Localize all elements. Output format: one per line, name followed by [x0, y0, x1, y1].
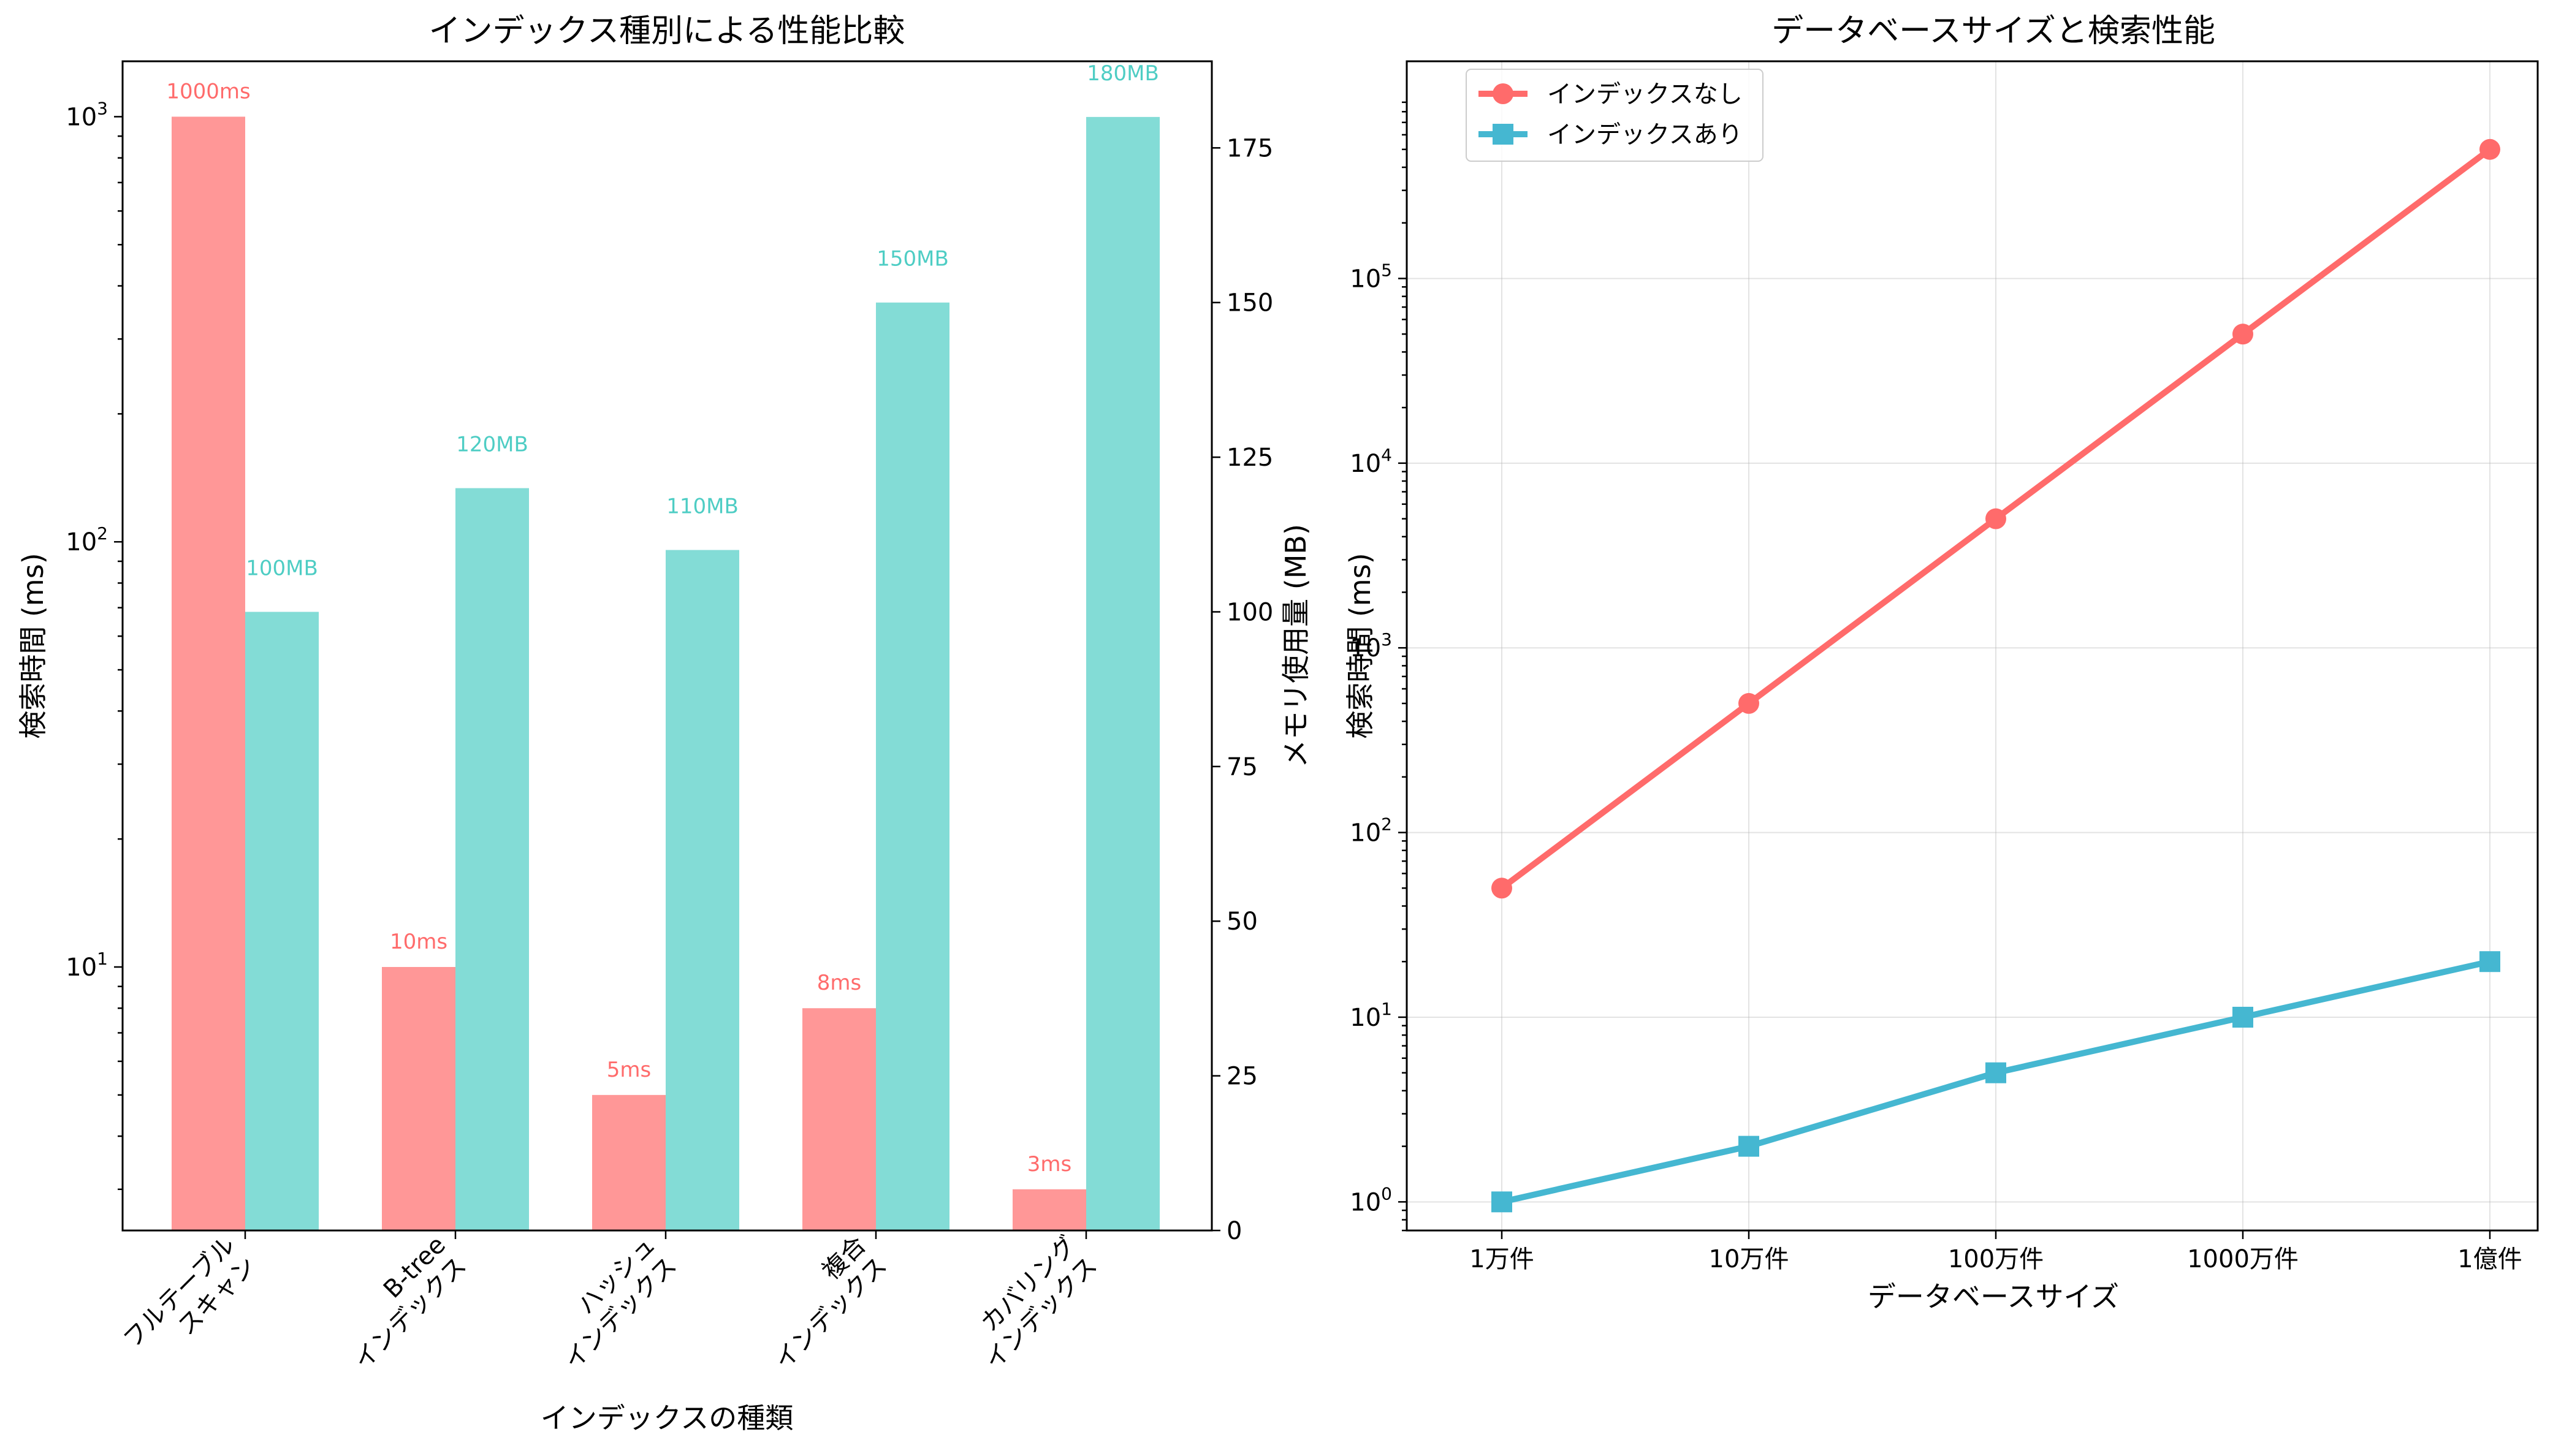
line-x-tick-label: 1億件 — [2457, 1245, 2522, 1273]
bar-memory — [245, 612, 319, 1230]
bar-label-memory: 120MB — [456, 433, 528, 457]
series-point — [1985, 1062, 2006, 1083]
bar-label-search-time: 5ms — [607, 1058, 651, 1082]
bar-label-memory: 110MB — [666, 495, 739, 519]
right-y-tick-label: 0 — [1227, 1217, 1242, 1245]
bar-label-search-time: 8ms — [817, 971, 861, 995]
bar-chart-y2label: メモリ使用量 (MB) — [1279, 524, 1312, 768]
left-y-tick-label: 103 — [66, 98, 108, 131]
line-y-tick-label: 100 — [1350, 1183, 1392, 1216]
line-x-tick-label: 1万件 — [1469, 1245, 1534, 1273]
right-y-tick-label: 125 — [1227, 444, 1273, 472]
line-chart-ylabel: 検索時間 (ms) — [1344, 553, 1377, 738]
series-point — [1985, 508, 2006, 529]
series-point — [1491, 1191, 1512, 1213]
legend-marker — [1493, 124, 1513, 145]
line-chart-title: データベースサイズと検索性能 — [1771, 13, 2215, 50]
bar-memory — [455, 488, 529, 1230]
series-point — [2479, 951, 2500, 973]
right-y-tick-label: 75 — [1227, 753, 1258, 781]
legend-label: インデックスなし — [1547, 80, 1743, 108]
right-y-tick-label: 175 — [1227, 134, 1273, 162]
left-y-tick-label: 102 — [66, 523, 108, 556]
bar-chart-title: インデックス種別による性能比較 — [429, 13, 905, 50]
series-point — [1738, 692, 1759, 714]
bar-label-search-time: 1000ms — [166, 79, 250, 104]
line-x-tick-label: 1000万件 — [2187, 1245, 2299, 1273]
legend-marker — [1493, 83, 1513, 104]
right-y-tick-label: 50 — [1227, 908, 1258, 936]
bar-chart-frame — [121, 60, 1213, 1232]
line-y-tick-label: 101 — [1350, 999, 1392, 1032]
right-y-tick-label: 150 — [1227, 289, 1273, 317]
bar-memory — [666, 550, 739, 1230]
series-point — [1491, 878, 1512, 899]
bar-chart-ylabel: 検索時間 (ms) — [17, 553, 50, 738]
series-point — [2479, 138, 2500, 160]
right-y-tick-label: 25 — [1227, 1063, 1258, 1091]
line-chart-frame — [1406, 60, 2539, 1232]
line-y-tick-label: 102 — [1350, 814, 1392, 847]
bar-label-memory: 100MB — [246, 556, 318, 580]
legend-box — [1466, 69, 1764, 162]
bar-memory — [1086, 116, 1160, 1230]
right-y-tick-label: 100 — [1227, 598, 1273, 626]
bar-memory — [876, 302, 949, 1230]
bar-label-memory: 180MB — [1087, 61, 1159, 86]
line-chart-db-size: 100 101 102 103 104 105 1万件 10万件 100万件 1000万件 1億件… — [1344, 13, 2539, 1313]
series-point — [1738, 1136, 1759, 1157]
bar-label-search-time: 10ms — [390, 930, 447, 954]
bar-search-time — [1013, 1189, 1086, 1230]
left-y-tick-label: 101 — [66, 949, 108, 982]
bar-search-time — [592, 1094, 666, 1230]
bar-search-time — [802, 1008, 876, 1230]
bar-search-time — [172, 116, 245, 1230]
bar-search-time — [382, 966, 455, 1230]
legend-label: インデックスあり — [1547, 121, 1743, 149]
line-y-tick-label: 104 — [1350, 445, 1392, 478]
line-y-tick-label: 105 — [1350, 260, 1392, 293]
bar-label-search-time: 3ms — [1027, 1152, 1071, 1177]
bar-label-memory: 150MB — [877, 247, 949, 271]
bar-chart-xlabel: インデックスの種類 — [541, 1401, 794, 1435]
line-chart-xlabel: データベースサイズ — [1868, 1280, 2119, 1313]
series-point — [2232, 324, 2253, 345]
line-y-tick-label: 103 — [1350, 629, 1392, 662]
line-x-tick-label: 10万件 — [1709, 1245, 1789, 1273]
series-point — [2232, 1006, 2253, 1028]
line-x-tick-label: 100万件 — [1948, 1245, 2044, 1273]
